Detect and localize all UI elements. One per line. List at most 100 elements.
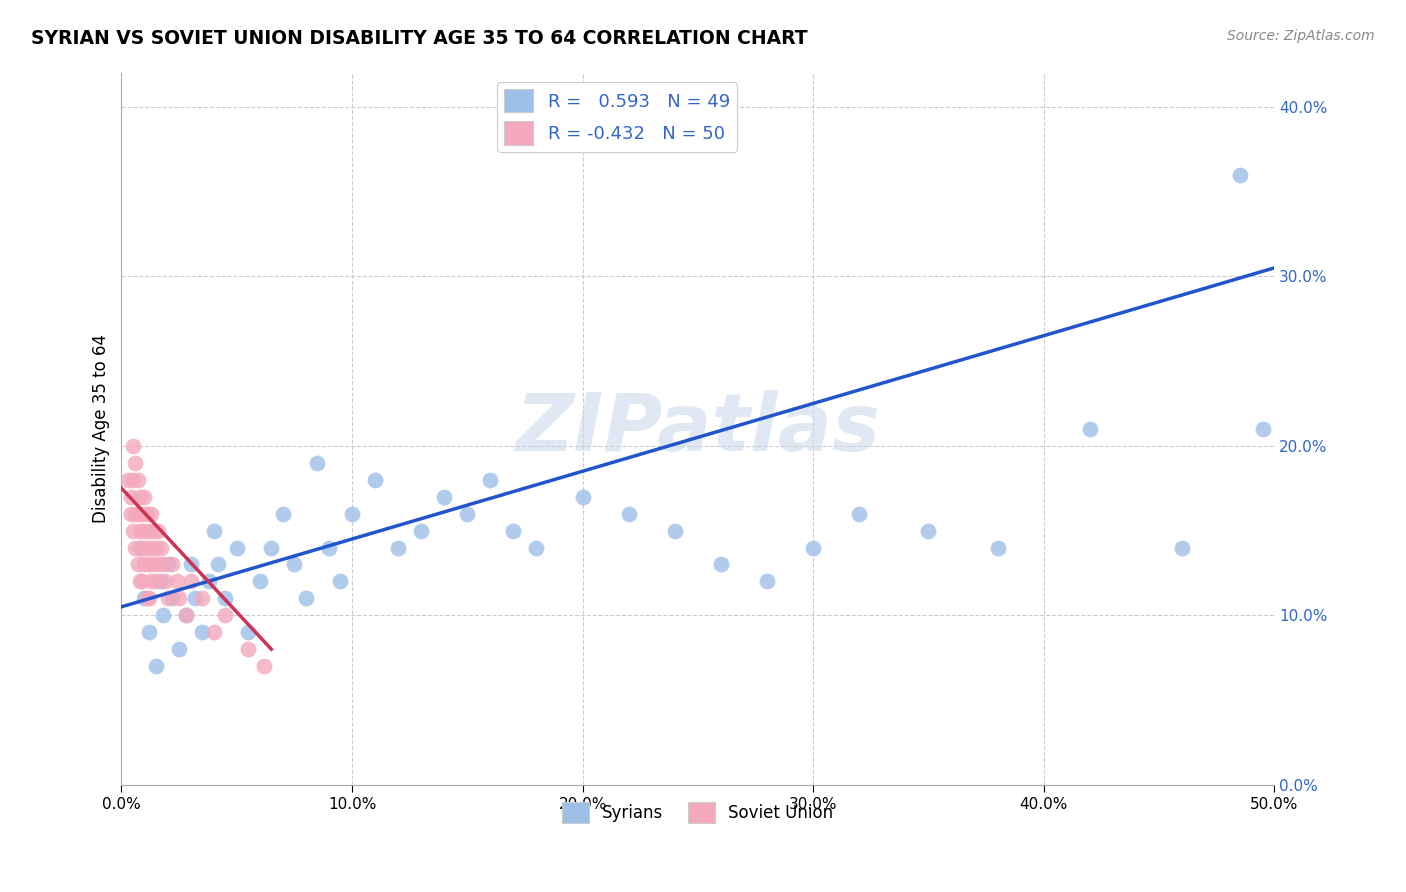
Point: [160, 591, 183, 606]
Point: [238, 625, 260, 640]
Point: [214, 591, 236, 606]
Point: [120, 507, 142, 521]
Point: [180, 574, 202, 589]
Point: [128, 524, 150, 538]
Point: [318, 541, 340, 555]
Point: [135, 541, 157, 555]
Point: [433, 490, 456, 504]
Point: [166, 574, 188, 589]
Point: [340, 507, 363, 521]
Point: [135, 591, 157, 606]
Point: [198, 574, 221, 589]
Point: [149, 574, 172, 589]
Point: [128, 490, 150, 504]
Point: [801, 541, 824, 555]
Point: [124, 541, 146, 555]
Y-axis label: Disability Age 35 to 64: Disability Age 35 to 64: [93, 334, 110, 524]
Point: [253, 659, 276, 673]
Point: [155, 574, 177, 589]
Point: [124, 507, 146, 521]
Point: [145, 541, 167, 555]
Point: [138, 625, 160, 640]
Text: SYRIAN VS SOVIET UNION DISABILITY AGE 35 TO 64 CORRELATION CHART: SYRIAN VS SOVIET UNION DISABILITY AGE 35…: [31, 29, 807, 47]
Point: [134, 490, 156, 504]
Point: [138, 524, 160, 538]
Point: [1078, 422, 1101, 436]
Text: Source: ZipAtlas.com: Source: ZipAtlas.com: [1227, 29, 1375, 43]
Point: [134, 558, 156, 572]
Point: [138, 591, 160, 606]
Point: [131, 541, 153, 555]
Point: [1229, 168, 1251, 182]
Point: [128, 541, 150, 555]
Point: [180, 558, 202, 572]
Point: [617, 507, 640, 521]
Point: [167, 591, 190, 606]
Point: [160, 558, 183, 572]
Point: [364, 473, 387, 487]
Point: [127, 473, 149, 487]
Point: [148, 524, 170, 538]
Point: [710, 558, 733, 572]
Point: [122, 439, 145, 453]
Point: [145, 659, 167, 673]
Point: [571, 490, 593, 504]
Point: [135, 507, 157, 521]
Point: [152, 558, 174, 572]
Point: [152, 608, 174, 623]
Point: [149, 541, 172, 555]
Point: [295, 591, 318, 606]
Point: [184, 591, 207, 606]
Point: [134, 591, 156, 606]
Legend: Syrians, Soviet Union: Syrians, Soviet Union: [555, 795, 841, 830]
Point: [174, 608, 197, 623]
Point: [142, 558, 165, 572]
Point: [191, 625, 214, 640]
Point: [138, 558, 160, 572]
Point: [148, 558, 170, 572]
Point: [167, 642, 190, 657]
Point: [756, 574, 779, 589]
Point: [131, 574, 153, 589]
Point: [848, 507, 870, 521]
Point: [502, 524, 524, 538]
Point: [260, 541, 283, 555]
Point: [664, 524, 686, 538]
Point: [411, 524, 433, 538]
Point: [526, 541, 548, 555]
Point: [124, 456, 146, 470]
Point: [174, 608, 197, 623]
Point: [207, 558, 229, 572]
Point: [127, 558, 149, 572]
Point: [238, 642, 260, 657]
Point: [145, 574, 167, 589]
Point: [122, 473, 145, 487]
Point: [329, 574, 352, 589]
Point: [117, 473, 139, 487]
Point: [141, 507, 163, 521]
Point: [191, 591, 214, 606]
Point: [142, 524, 165, 538]
Point: [131, 507, 153, 521]
Point: [141, 574, 163, 589]
Point: [387, 541, 409, 555]
Point: [141, 541, 163, 555]
Point: [128, 574, 150, 589]
Point: [917, 524, 939, 538]
Point: [134, 524, 156, 538]
Point: [120, 490, 142, 504]
Point: [479, 473, 502, 487]
Point: [1171, 541, 1194, 555]
Point: [456, 507, 478, 521]
Point: [202, 524, 225, 538]
Point: [225, 541, 247, 555]
Point: [156, 558, 179, 572]
Point: [283, 558, 305, 572]
Point: [127, 507, 149, 521]
Point: [271, 507, 294, 521]
Point: [249, 574, 271, 589]
Point: [156, 591, 179, 606]
Point: [987, 541, 1010, 555]
Point: [202, 625, 225, 640]
Text: ZIPatlas: ZIPatlas: [516, 390, 880, 468]
